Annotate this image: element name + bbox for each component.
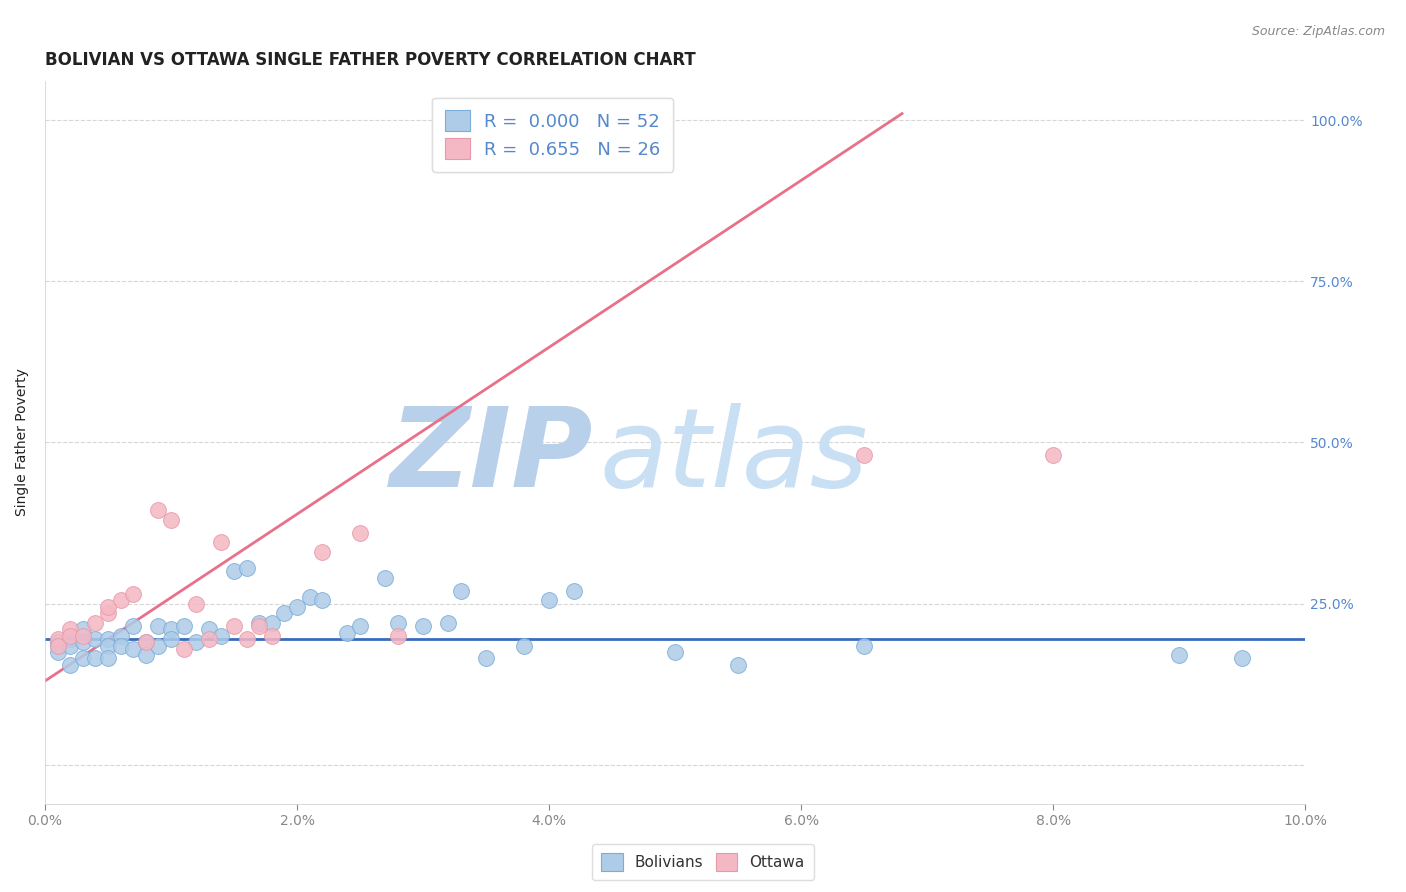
- Point: [260, 629, 283, 643]
- Point: [235, 632, 257, 646]
- Point: [1168, 648, 1191, 663]
- Point: [84, 651, 107, 665]
- Point: [273, 607, 295, 621]
- Point: [374, 571, 396, 585]
- Point: [59, 623, 82, 637]
- Point: [46, 635, 69, 649]
- Point: [209, 629, 232, 643]
- Point: [173, 641, 195, 656]
- Point: [475, 651, 498, 665]
- Point: [135, 648, 157, 663]
- Point: [349, 619, 371, 633]
- Point: [72, 651, 94, 665]
- Point: [209, 535, 232, 549]
- Point: [97, 607, 120, 621]
- Point: [198, 632, 221, 646]
- Point: [59, 629, 82, 643]
- Point: [853, 448, 876, 462]
- Point: [186, 597, 208, 611]
- Point: [97, 639, 120, 653]
- Point: [122, 641, 145, 656]
- Point: [437, 615, 460, 630]
- Point: [186, 635, 208, 649]
- Point: [173, 619, 195, 633]
- Point: [110, 639, 132, 653]
- Text: Source: ZipAtlas.com: Source: ZipAtlas.com: [1251, 25, 1385, 38]
- Point: [59, 657, 82, 672]
- Point: [387, 629, 409, 643]
- Point: [72, 635, 94, 649]
- Point: [247, 619, 270, 633]
- Point: [46, 632, 69, 646]
- Point: [198, 623, 221, 637]
- Point: [59, 639, 82, 653]
- Point: [46, 639, 69, 653]
- Point: [298, 590, 321, 604]
- Point: [311, 593, 333, 607]
- Point: [222, 565, 245, 579]
- Point: [110, 629, 132, 643]
- Point: [72, 629, 94, 643]
- Point: [1232, 651, 1254, 665]
- Text: atlas: atlas: [599, 403, 868, 510]
- Point: [122, 619, 145, 633]
- Point: [148, 619, 170, 633]
- Point: [97, 651, 120, 665]
- Point: [46, 645, 69, 659]
- Text: BOLIVIAN VS OTTAWA SINGLE FATHER POVERTY CORRELATION CHART: BOLIVIAN VS OTTAWA SINGLE FATHER POVERTY…: [45, 51, 696, 69]
- Point: [97, 632, 120, 646]
- Point: [1042, 448, 1064, 462]
- Point: [160, 623, 183, 637]
- Point: [311, 545, 333, 559]
- Point: [853, 639, 876, 653]
- Point: [336, 625, 359, 640]
- Point: [562, 583, 585, 598]
- Point: [260, 615, 283, 630]
- Legend: R =  0.000   N = 52, R =  0.655   N = 26: R = 0.000 N = 52, R = 0.655 N = 26: [432, 97, 673, 172]
- Point: [664, 645, 686, 659]
- Point: [59, 632, 82, 646]
- Point: [110, 593, 132, 607]
- Point: [349, 525, 371, 540]
- Point: [247, 615, 270, 630]
- Point: [235, 561, 257, 575]
- Point: [412, 619, 434, 633]
- Point: [46, 639, 69, 653]
- Point: [84, 632, 107, 646]
- Point: [148, 503, 170, 517]
- Y-axis label: Single Father Poverty: Single Father Poverty: [15, 368, 30, 516]
- Point: [148, 639, 170, 653]
- Legend: Bolivians, Ottawa: Bolivians, Ottawa: [592, 844, 814, 880]
- Text: ZIP: ZIP: [389, 403, 593, 510]
- Point: [450, 583, 472, 598]
- Point: [538, 593, 561, 607]
- Point: [97, 599, 120, 614]
- Point: [160, 632, 183, 646]
- Point: [122, 587, 145, 601]
- Point: [727, 657, 749, 672]
- Point: [513, 639, 536, 653]
- Point: [160, 513, 183, 527]
- Point: [387, 615, 409, 630]
- Point: [285, 599, 308, 614]
- Point: [222, 619, 245, 633]
- Point: [135, 635, 157, 649]
- Point: [84, 615, 107, 630]
- Point: [72, 623, 94, 637]
- Point: [135, 635, 157, 649]
